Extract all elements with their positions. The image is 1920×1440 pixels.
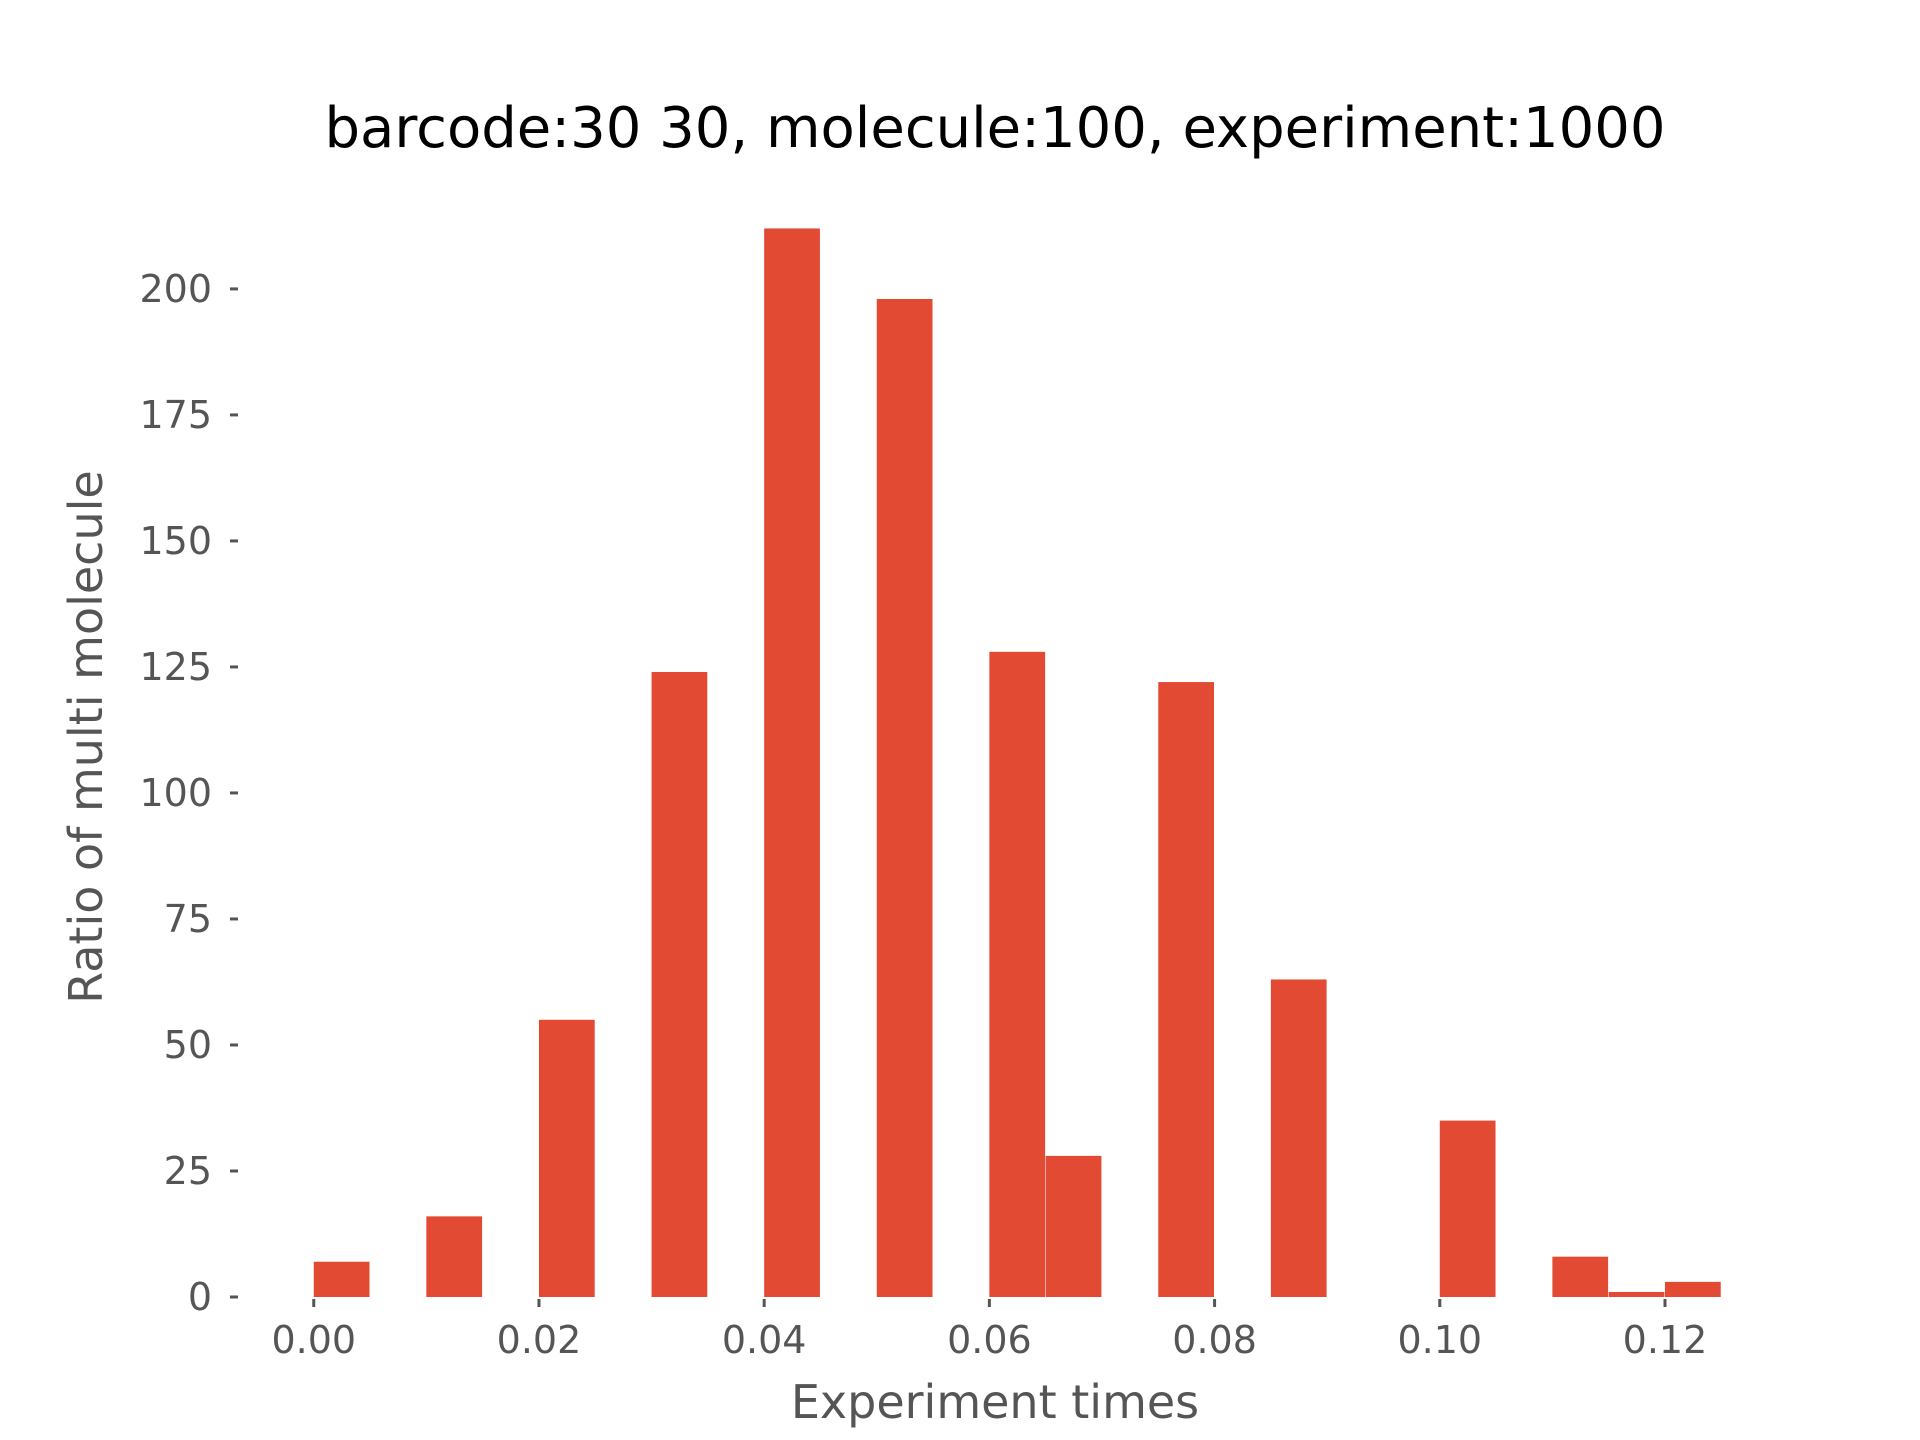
x-tick-label-6: 0.12 — [1623, 1318, 1708, 1362]
y-tick-label-4: 100 — [139, 771, 212, 815]
chart-title: barcode:30 30, molecule:100, experiment:… — [325, 96, 1666, 161]
bar-11 — [1552, 1256, 1609, 1297]
x-tick-label-2: 0.04 — [722, 1318, 807, 1362]
bar-5 — [876, 298, 933, 1297]
bar-12 — [1608, 1291, 1665, 1297]
bar-1 — [426, 1216, 483, 1297]
bar-4 — [764, 228, 820, 1297]
y-axis-label: Ratio of multi molecule — [59, 470, 113, 1003]
y-tick-label-2: 50 — [164, 1023, 212, 1067]
bar-7 — [1045, 1155, 1102, 1297]
y-tick-label-7: 175 — [139, 393, 212, 437]
y-tick-label-8: 200 — [139, 267, 212, 311]
bar-13 — [1664, 1281, 1721, 1297]
x-tick-label-0: 0.00 — [271, 1318, 356, 1362]
bar-10 — [1439, 1120, 1496, 1297]
y-tick-label-0: 0 — [188, 1275, 212, 1319]
x-tick-label-3: 0.06 — [947, 1318, 1032, 1362]
bar-8 — [1158, 682, 1215, 1297]
x-axis-label: Experiment times — [791, 1375, 1199, 1429]
y-axis: 0 25 50 75 100 125 150 175 200 — [139, 267, 238, 1319]
bar-9 — [1270, 979, 1327, 1297]
x-tick-label-5: 0.10 — [1397, 1318, 1482, 1362]
x-tick-label-1: 0.02 — [497, 1318, 582, 1362]
y-tick-label-3: 75 — [164, 897, 212, 941]
x-tick-label-4: 0.08 — [1172, 1318, 1257, 1362]
y-tick-label-6: 150 — [139, 519, 212, 563]
bars-group — [313, 228, 1721, 1297]
bar-0 — [313, 1261, 370, 1297]
bar-6 — [989, 651, 1046, 1297]
y-tick-label-1: 25 — [164, 1149, 212, 1193]
bar-3 — [651, 671, 708, 1297]
y-tick-label-5: 125 — [139, 645, 212, 689]
bar-2 — [538, 1019, 595, 1297]
x-axis: 0.00 0.02 0.04 0.06 0.08 0.10 0.12 — [271, 1299, 1707, 1362]
